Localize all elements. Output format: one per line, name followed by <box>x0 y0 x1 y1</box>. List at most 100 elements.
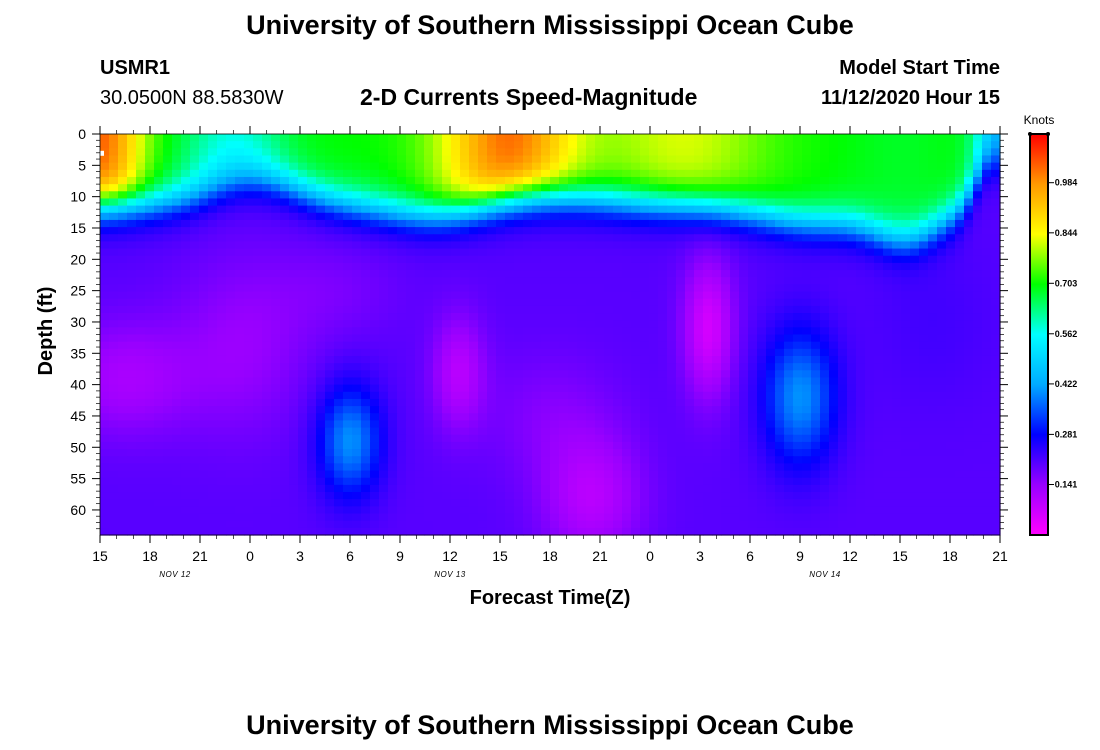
heatmap-cell <box>478 198 488 207</box>
heatmap-cell <box>154 148 164 157</box>
heatmap-cell <box>379 270 389 278</box>
heatmap-cell <box>388 320 398 328</box>
heatmap-cell <box>793 427 803 436</box>
heatmap-cell <box>361 227 371 235</box>
heatmap-cell <box>298 298 308 307</box>
heatmap-cell <box>478 141 488 149</box>
heatmap-cell <box>397 463 407 472</box>
heatmap-cell <box>757 341 767 350</box>
heatmap-cell <box>757 155 767 164</box>
heatmap-cell <box>370 270 380 278</box>
heatmap-cell <box>397 420 407 429</box>
heatmap-cell <box>118 291 128 300</box>
heatmap-cell <box>568 463 578 472</box>
heatmap-cell <box>262 327 272 336</box>
heatmap-cell <box>766 427 776 436</box>
heatmap-cell <box>199 313 209 321</box>
heatmap-cell <box>991 355 1001 364</box>
heatmap-cell <box>973 277 983 285</box>
heatmap-cell <box>577 298 587 307</box>
heatmap-cell <box>712 384 722 393</box>
heatmap-cell <box>883 348 893 357</box>
heatmap-cell <box>829 141 839 149</box>
heatmap-cell <box>262 255 272 264</box>
heatmap-cell <box>532 391 542 400</box>
heatmap-cell <box>505 134 515 142</box>
heatmap-cell <box>631 141 641 149</box>
heatmap-cell <box>316 484 326 493</box>
heatmap-cell <box>100 291 110 300</box>
station-id: USMR1 <box>100 57 171 79</box>
heatmap-cell <box>748 355 758 364</box>
heatmap-cell <box>469 313 479 321</box>
heatmap-cell <box>721 434 731 443</box>
heatmap-cell <box>730 441 740 450</box>
heatmap-cell <box>685 463 695 472</box>
heatmap-cell <box>865 212 875 221</box>
heatmap-cell <box>613 341 623 350</box>
heatmap-cell <box>658 420 668 429</box>
heatmap-cell <box>172 456 182 464</box>
heatmap-cell <box>541 420 551 429</box>
heatmap-cell <box>757 327 767 336</box>
heatmap-cell <box>289 219 299 228</box>
heatmap-cell <box>721 363 731 371</box>
heatmap-cell <box>370 320 380 328</box>
heatmap-cell <box>919 191 929 200</box>
heatmap-cell <box>478 270 488 278</box>
heatmap-cell <box>334 391 344 400</box>
heatmap-cell <box>838 427 848 436</box>
heatmap-cell <box>307 398 317 407</box>
heatmap-cell <box>856 334 866 343</box>
heatmap-cell <box>991 155 1001 164</box>
heatmap-cell <box>694 305 704 314</box>
heatmap-cell <box>532 313 542 321</box>
heatmap-cell <box>208 384 218 393</box>
heatmap-cell <box>181 406 191 414</box>
heatmap-cell <box>730 341 740 350</box>
heatmap-cell <box>982 284 992 293</box>
heatmap-cell <box>316 406 326 414</box>
heatmap-cell <box>955 377 965 386</box>
heatmap-cell <box>730 398 740 407</box>
heatmap-cell <box>505 384 515 393</box>
heatmap-cell <box>838 398 848 407</box>
heatmap-cell <box>523 434 533 443</box>
heatmap-cell <box>946 248 956 257</box>
heatmap-cell <box>118 313 128 321</box>
heatmap-cell <box>757 212 767 221</box>
heatmap-cell <box>325 291 335 300</box>
heatmap-cell <box>496 184 506 192</box>
heatmap-cell <box>343 155 353 164</box>
heatmap-cell <box>532 420 542 429</box>
heatmap-cell <box>712 363 722 371</box>
heatmap-cell <box>523 176 533 185</box>
heatmap-cell <box>289 413 299 422</box>
heatmap-cell <box>910 456 920 464</box>
heatmap-cell <box>829 212 839 221</box>
heatmap-cell <box>757 313 767 321</box>
heatmap-cell <box>964 413 974 422</box>
heatmap-cell <box>847 377 857 386</box>
heatmap-cell <box>703 298 713 307</box>
heatmap-cell <box>685 327 695 336</box>
heatmap-cell <box>685 198 695 207</box>
heatmap-cell <box>739 313 749 321</box>
heatmap-cell <box>748 255 758 264</box>
heatmap-cell <box>181 305 191 314</box>
heatmap-cell <box>838 270 848 278</box>
heatmap-cell <box>595 255 605 264</box>
heatmap-cell <box>271 198 281 207</box>
heatmap-cell <box>496 434 506 443</box>
heatmap-cell <box>811 377 821 386</box>
heatmap-cell <box>514 370 524 379</box>
heatmap-cell <box>586 298 596 307</box>
heatmap-cell <box>874 363 884 371</box>
heatmap-cell <box>649 348 659 357</box>
heatmap-cell <box>820 441 830 450</box>
heatmap-cell <box>352 291 362 300</box>
heatmap-cell <box>793 169 803 178</box>
heatmap-cell <box>955 313 965 321</box>
heatmap-cell <box>865 191 875 200</box>
heatmap-cell <box>316 384 326 393</box>
